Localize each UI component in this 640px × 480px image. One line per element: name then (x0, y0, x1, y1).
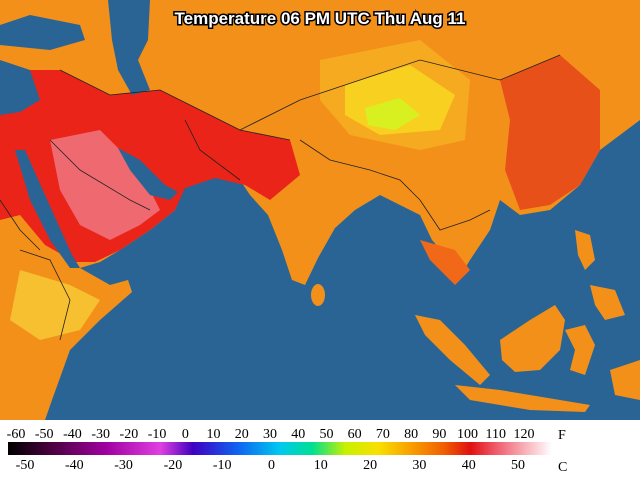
fahrenheit-label: -10 (148, 427, 167, 442)
fahrenheit-label: 70 (376, 427, 390, 442)
map-title: Temperature 06 PM UTC Thu Aug 11 (175, 9, 466, 28)
fahrenheit-label: 20 (235, 427, 249, 442)
celsius-label: -40 (65, 458, 84, 473)
fahrenheit-label: 60 (348, 427, 362, 442)
unit-celsius: C (558, 460, 567, 475)
celsius-label: -20 (164, 458, 183, 473)
islands (311, 230, 640, 412)
fahrenheit-label: -40 (63, 427, 82, 442)
celsius-label: 40 (462, 458, 476, 473)
fahrenheit-label: -30 (91, 427, 110, 442)
fahrenheit-label: 10 (207, 427, 221, 442)
water-bodies (0, 0, 178, 268)
fahrenheit-label: 90 (432, 427, 446, 442)
fahrenheit-label: -20 (120, 427, 139, 442)
celsius-label: -10 (213, 458, 232, 473)
celsius-label: -30 (114, 458, 133, 473)
borders (0, 54, 561, 341)
celsius-label: 50 (511, 458, 525, 473)
celsius-label: 30 (412, 458, 426, 473)
celsius-label: 20 (363, 458, 377, 473)
fahrenheit-label: 40 (291, 427, 305, 442)
fahrenheit-label: 80 (404, 427, 418, 442)
celsius-label: -50 (16, 458, 35, 473)
fahrenheit-label: 30 (263, 427, 277, 442)
fahrenheit-label: 110 (486, 427, 506, 442)
fahrenheit-label: -60 (7, 427, 26, 442)
color-scale (8, 442, 552, 455)
fahrenheit-label: 100 (457, 427, 478, 442)
celsius-labels: -50 -40 -30 -20 -10 0 10 20 30 40 50 (16, 458, 525, 473)
land (0, 0, 640, 420)
fahrenheit-label: 120 (514, 427, 535, 442)
celsius-label: 10 (314, 458, 328, 473)
celsius-label: 0 (268, 458, 275, 473)
unit-fahrenheit: F (558, 428, 566, 443)
fahrenheit-label: -50 (35, 427, 54, 442)
fahrenheit-labels: -60 -50 -40 -30 -20 -10 0 10 20 30 40 50 60 70 80 90 100… (7, 427, 535, 442)
fahrenheit-label: 0 (182, 427, 189, 442)
fahrenheit-label: 50 (319, 427, 333, 442)
